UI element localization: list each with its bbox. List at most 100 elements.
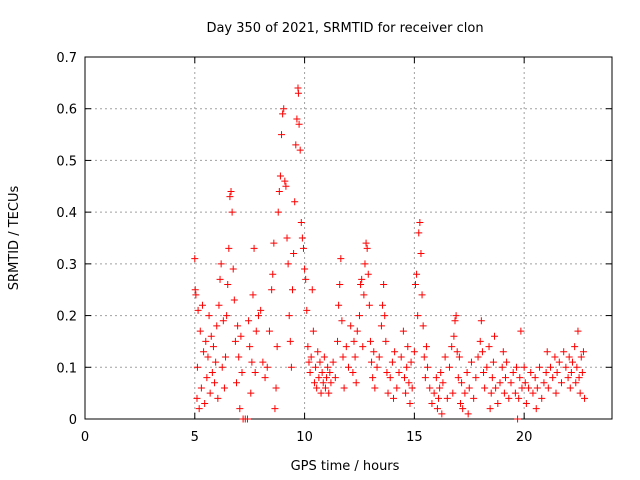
data-point <box>214 394 222 402</box>
data-point <box>485 343 493 351</box>
data-point <box>304 343 312 351</box>
data-point <box>503 358 511 366</box>
data-point <box>204 353 212 361</box>
data-point <box>218 363 226 371</box>
data-point <box>527 368 535 376</box>
data-point <box>230 296 238 304</box>
x-axis-label: GPS time / hours <box>291 459 400 474</box>
data-point <box>361 260 369 268</box>
data-point <box>480 368 488 376</box>
data-point <box>216 275 224 283</box>
y-tick-label: 0 <box>69 413 77 428</box>
data-point <box>292 141 300 149</box>
data-point <box>224 281 232 289</box>
data-point <box>200 348 208 356</box>
data-point <box>254 312 262 320</box>
y-axis-label: SRMTID / TECUs <box>7 186 22 291</box>
data-point <box>349 368 357 376</box>
data-point <box>263 363 271 371</box>
data-point <box>193 394 201 402</box>
data-point <box>432 374 440 382</box>
data-point <box>211 379 219 387</box>
data-point <box>441 353 449 361</box>
data-point <box>543 348 551 356</box>
data-point <box>296 146 304 154</box>
data-point <box>331 374 339 382</box>
data-point <box>320 353 328 361</box>
data-point <box>307 353 315 361</box>
data-point <box>229 265 237 273</box>
data-point <box>560 348 568 356</box>
data-point <box>270 239 278 247</box>
data-point <box>247 389 255 397</box>
data-point <box>213 322 221 330</box>
data-point <box>308 286 316 294</box>
data-point <box>507 379 515 387</box>
data-point <box>276 172 284 180</box>
data-point <box>351 353 359 361</box>
data-point <box>456 399 464 407</box>
x-tick-label: 20 <box>516 430 533 445</box>
data-point <box>268 286 276 294</box>
data-point <box>573 363 581 371</box>
data-point <box>446 363 454 371</box>
data-point <box>365 301 373 309</box>
data-point <box>208 368 216 376</box>
data-point <box>358 275 366 283</box>
y-tick-label: 0.6 <box>56 103 77 118</box>
data-point <box>467 358 475 366</box>
data-point <box>299 244 307 252</box>
data-point <box>435 394 443 402</box>
plot-frame <box>84 56 613 420</box>
data-point <box>252 327 260 335</box>
data-point <box>226 193 234 201</box>
data-point <box>452 312 460 320</box>
data-point <box>233 379 241 387</box>
data-point <box>334 337 342 345</box>
y-tick-label: 0.3 <box>56 258 77 273</box>
axis-ticks <box>84 56 612 420</box>
data-point <box>505 394 513 402</box>
data-point <box>515 394 523 402</box>
data-point <box>353 327 361 335</box>
data-point <box>293 115 301 123</box>
data-point <box>327 379 335 387</box>
data-point <box>407 358 415 366</box>
data-point <box>481 384 489 392</box>
data-point <box>312 363 320 371</box>
data-point <box>316 358 324 366</box>
data-point <box>313 384 321 392</box>
data-point <box>337 255 345 263</box>
data-point <box>201 399 209 407</box>
data-point <box>273 343 281 351</box>
y-tick-label: 0.1 <box>56 361 77 376</box>
data-point <box>491 332 499 340</box>
data-point <box>195 405 203 413</box>
data-point <box>215 301 223 309</box>
data-point <box>259 358 267 366</box>
data-point <box>465 384 473 392</box>
data-point <box>422 343 430 351</box>
data-point <box>436 384 444 392</box>
data-point <box>400 374 408 382</box>
data-point <box>222 353 230 361</box>
data-point <box>450 332 458 340</box>
data-point <box>306 368 314 376</box>
data-point <box>220 384 228 392</box>
data-point <box>191 255 199 263</box>
data-point <box>362 239 370 247</box>
data-point <box>339 353 347 361</box>
data-point <box>477 317 485 325</box>
data-point <box>269 270 277 278</box>
data-point <box>433 405 441 413</box>
data-point <box>381 312 389 320</box>
chart-title: Day 350 of 2021, SRMTID for receiver clo… <box>206 21 483 36</box>
data-point <box>350 337 358 345</box>
data-point <box>542 368 550 376</box>
data-point <box>449 389 457 397</box>
data-point <box>421 374 429 382</box>
data-point <box>377 322 385 330</box>
data-point <box>342 343 350 351</box>
data-point <box>553 368 561 376</box>
